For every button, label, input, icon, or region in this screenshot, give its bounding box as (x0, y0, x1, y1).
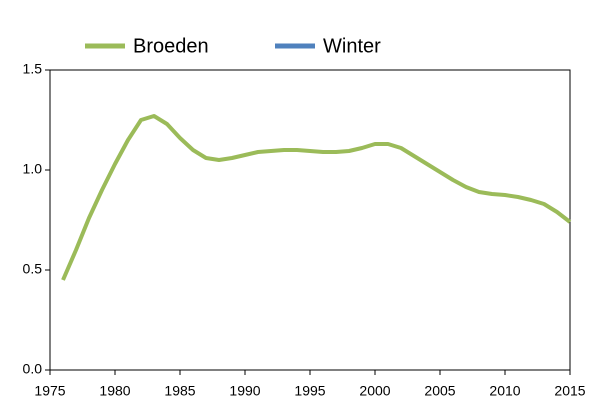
x-tick-label: 1985 (164, 383, 195, 399)
x-tick-label: 1990 (229, 383, 260, 399)
series-line (61, 114, 572, 281)
x-tick-label: 2005 (424, 383, 455, 399)
x-tick-label: 2010 (489, 383, 520, 399)
x-tick-label: 1995 (294, 383, 325, 399)
y-tick-label: 0.5 (23, 261, 43, 277)
y-tick-label: 1.0 (23, 161, 43, 177)
x-tick-label: 2015 (554, 383, 585, 399)
x-tick-label: 2000 (359, 383, 390, 399)
y-tick-label: 0.0 (23, 361, 43, 377)
legend-label: Broeden (133, 35, 209, 57)
x-tick-label: 1975 (34, 383, 65, 399)
legend-label: Winter (323, 35, 381, 57)
plot-frame (49, 69, 571, 371)
y-tick-label: 1.5 (23, 61, 43, 77)
x-tick-label: 1980 (99, 383, 130, 399)
